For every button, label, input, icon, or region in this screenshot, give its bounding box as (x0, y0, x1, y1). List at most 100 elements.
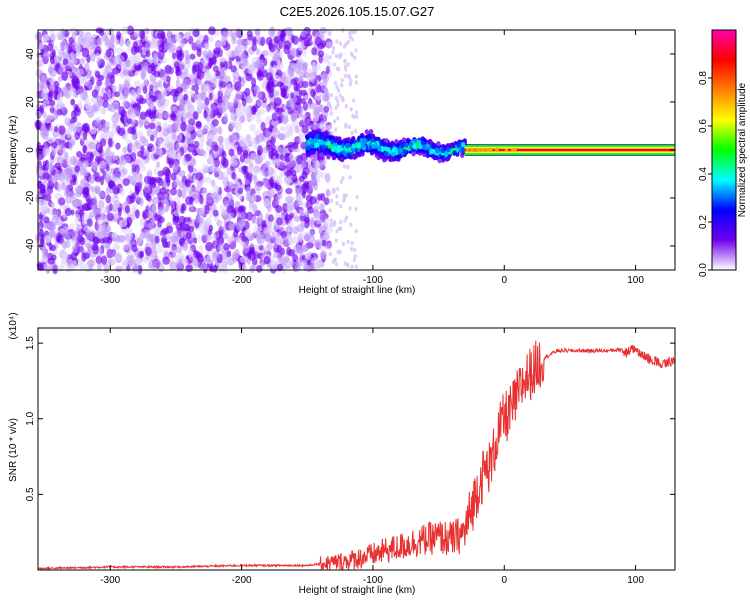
heatmap-cell (349, 222, 353, 227)
heatmap-cell (61, 71, 69, 81)
heatmap-cell (200, 205, 205, 215)
heatmap-cell (111, 232, 118, 239)
heatmap-cell (140, 135, 146, 144)
heatmap-cell (111, 251, 116, 258)
heatmap-cell (150, 242, 156, 252)
heatmap-cell (223, 200, 229, 208)
heatmap-cell (325, 65, 330, 75)
heatmap-cell (245, 95, 253, 104)
heatmap-cell (135, 130, 144, 139)
heatmap-cell (202, 259, 207, 268)
heatmap-cell (182, 78, 190, 87)
heatmap-cell (302, 167, 311, 176)
heatmap-cell (68, 140, 73, 151)
heatmap-cell (352, 114, 356, 119)
heatmap-cell (149, 134, 155, 142)
heatmap-cell (340, 83, 344, 88)
heatmap-cell (326, 140, 331, 146)
heatmap-cell (431, 143, 436, 149)
heatmap-cell (289, 212, 295, 219)
heatmap-cell (204, 97, 210, 106)
heatmap-cell (208, 153, 214, 164)
heatmap-cell (384, 151, 389, 157)
heatmap-cell (301, 89, 308, 97)
heatmap-cell (301, 201, 307, 209)
heatmap-cell (256, 265, 263, 273)
heatmap-cell (252, 192, 257, 203)
colorbar-tick-label: 0.0 (698, 263, 709, 277)
heatmap-cell (112, 154, 119, 161)
heatmap-cell (278, 42, 283, 49)
heatmap-cell (404, 142, 409, 148)
heatmap-cell (221, 150, 227, 160)
heatmap-cell (189, 203, 195, 212)
heatmap-cell (144, 150, 150, 157)
heatmap-cell (280, 247, 285, 256)
heatmap-cell (235, 122, 242, 132)
heatmap-cell (296, 61, 301, 69)
heatmap-cell (301, 244, 309, 252)
heatmap-cell (344, 67, 348, 72)
heatmap-cell (196, 145, 205, 155)
heatmap-cell (146, 195, 152, 202)
spectrogram-x-axis-label: Height of straight line (km) (299, 285, 416, 296)
heatmap-cell (91, 104, 98, 113)
heatmap-cell (60, 87, 69, 97)
heatmap-cell (70, 51, 75, 60)
heatmap-cell (354, 128, 358, 134)
heatmap-cell (344, 104, 348, 109)
heatmap-cell (336, 88, 341, 93)
heatmap-cell (106, 104, 113, 112)
heatmap-cell (189, 89, 195, 98)
heatmap-cell (175, 142, 181, 153)
heatmap-cell (255, 117, 262, 124)
heatmap-cell (172, 162, 180, 173)
heatmap-cell (328, 103, 332, 109)
heatmap-cell (345, 142, 350, 148)
heatmap-cell (111, 123, 117, 132)
heatmap-cell (353, 247, 357, 253)
heatmap-cell (56, 108, 63, 116)
heatmap-cell (87, 259, 95, 268)
heatmap-cell (57, 66, 64, 74)
heatmap-cell (70, 98, 76, 106)
heatmap-cell (172, 216, 180, 226)
heatmap-cell (334, 262, 338, 267)
heatmap-cell (346, 152, 352, 158)
heatmap-cell (107, 72, 115, 79)
heatmap-cell (276, 217, 283, 226)
heatmap-cell (168, 150, 176, 159)
heatmap-cell (346, 62, 350, 67)
heatmap-cell (222, 232, 229, 240)
heatmap-cell (350, 247, 354, 252)
heatmap-cell (273, 35, 281, 44)
heatmap-cell (173, 61, 180, 70)
heatmap-cell (118, 106, 126, 116)
heatmap-cell (66, 128, 73, 138)
heatmap-cell (245, 192, 251, 202)
heatmap-cell (154, 235, 160, 244)
heatmap-cell (231, 36, 237, 45)
heatmap-cell (329, 111, 333, 116)
heatmap-cell (74, 132, 80, 141)
heatmap-cell (57, 235, 64, 244)
heatmap-cell (335, 39, 339, 44)
heatmap-cell (144, 41, 150, 52)
heatmap-cell (102, 100, 109, 108)
heatmap-cell (119, 219, 127, 228)
heatmap-cell (328, 251, 332, 257)
heatmap-cell (106, 131, 115, 138)
heatmap-cell (328, 31, 332, 36)
heatmap-cell (82, 160, 89, 167)
heatmap-cell (331, 155, 337, 161)
heatmap-cell (275, 236, 282, 245)
heatmap-cell (82, 130, 88, 141)
heatmap-cell (185, 232, 192, 239)
heatmap-cell (96, 37, 104, 47)
heatmap-cell (175, 33, 181, 41)
heatmap-cell (353, 55, 357, 60)
heatmap-cell (128, 228, 133, 239)
heatmap-cell (41, 92, 49, 100)
heatmap-cell (283, 40, 292, 50)
heatmap-cell (247, 34, 254, 41)
